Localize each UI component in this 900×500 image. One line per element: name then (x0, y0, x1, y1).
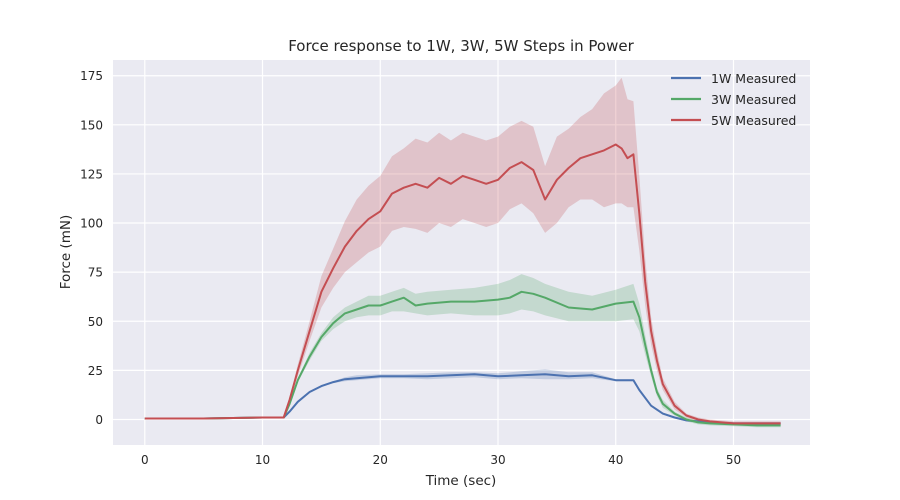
y-tick-label: 175 (80, 69, 103, 83)
series-lines (144, 143, 781, 427)
legend-label-1w: 1W Measured (711, 71, 796, 86)
x-tick-label: 10 (255, 453, 270, 467)
x-axis-label: Time (sec) (425, 473, 497, 489)
y-axis-label: Force (mN) (58, 215, 74, 290)
y-tick-label: 100 (80, 217, 103, 231)
legend: 1W Measured 3W Measured 5W Measured (671, 71, 796, 128)
legend-entry-1w: 1W Measured (671, 71, 796, 86)
y-tick-label: 150 (80, 118, 103, 132)
confidence-bands (144, 77, 781, 428)
chart-title: Force response to 1W, 3W, 5W Steps in Po… (288, 37, 634, 55)
series-line-1w (144, 373, 781, 425)
band-5w (144, 77, 781, 426)
x-tick-label: 30 (490, 453, 505, 467)
y-tick-label: 50 (88, 315, 103, 329)
y-tick-label: 0 (95, 413, 103, 427)
legend-label-5w: 5W Measured (711, 113, 796, 128)
legend-label-3w: 3W Measured (711, 92, 796, 107)
y-tick-label: 125 (80, 167, 103, 181)
x-tick-label: 40 (608, 453, 623, 467)
y-tick-label: 75 (88, 266, 103, 280)
x-tick-label: 0 (141, 453, 149, 467)
y-tick-labels: 0 25 50 75 100 125 150 175 (80, 69, 103, 427)
legend-entry-3w: 3W Measured (671, 92, 796, 107)
series-line-5w (144, 143, 781, 425)
x-tick-label: 50 (726, 453, 741, 467)
series-line-3w (144, 290, 781, 427)
band-3w (144, 274, 781, 428)
x-tick-label: 20 (373, 453, 388, 467)
gridlines (113, 60, 810, 445)
legend-entry-5w: 5W Measured (671, 113, 796, 128)
plot-area (113, 60, 810, 445)
y-tick-label: 25 (88, 364, 103, 378)
x-tick-labels: 0 10 20 30 40 50 (141, 453, 741, 467)
